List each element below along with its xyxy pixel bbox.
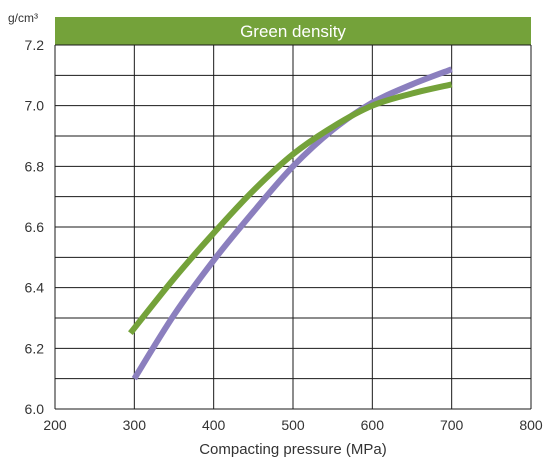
y-tick-label: 6.8 (25, 158, 45, 174)
y-tick-label: 6.6 (25, 219, 45, 235)
y-axis-unit: g/cm³ (8, 11, 38, 25)
x-tick-label: 700 (440, 417, 464, 433)
y-axis-ticks: 6.0 6.2 6.4 6.6 6.8 7.0 7.2 (25, 37, 45, 417)
x-tick-label: 800 (519, 417, 543, 433)
y-tick-label: 7.2 (25, 37, 45, 53)
x-tick-label: 400 (202, 417, 226, 433)
chart-title-bar (55, 17, 531, 45)
y-tick-label: 6.0 (25, 401, 45, 417)
x-axis-label: Compacting pressure (MPa) (199, 441, 387, 458)
x-tick-label: 600 (361, 417, 385, 433)
series-line-2 (128, 81, 453, 336)
y-tick-label: 6.4 (25, 280, 45, 296)
y-tick-label: 7.0 (25, 98, 45, 114)
series-layer (128, 66, 453, 381)
series-line-1 (131, 66, 453, 381)
x-axis-ticks: 200 300 400 500 600 700 800 (43, 417, 543, 433)
x-tick-label: 500 (281, 417, 305, 433)
y-tick-label: 6.2 (25, 340, 45, 356)
chart-title: Green density (240, 22, 346, 41)
x-tick-label: 300 (123, 417, 147, 433)
x-tick-label: 200 (43, 417, 67, 433)
grid-lines (54, 44, 532, 410)
